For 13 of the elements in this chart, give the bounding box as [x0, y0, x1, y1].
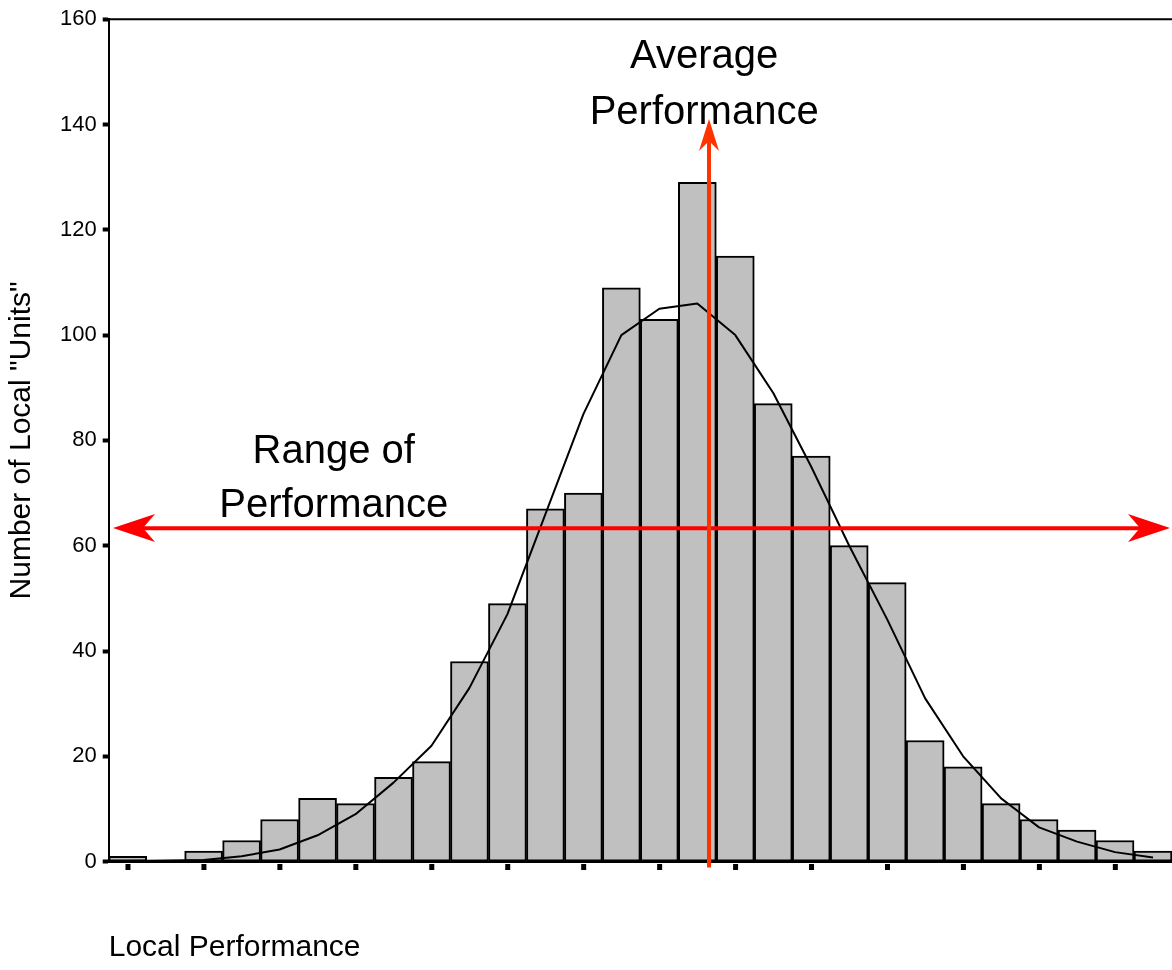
ref-line-label: Range of Performance — [219, 427, 449, 526]
y-axis-title: Number of Local "Units" — [3, 281, 37, 600]
y-tick-label: 40 — [72, 637, 97, 663]
y-tick-label: 160 — [59, 5, 97, 31]
annotation: Average Performance — [589, 32, 819, 133]
y-tick-label: 140 — [59, 110, 97, 136]
y-tick-label: 120 — [59, 215, 97, 241]
y-tick-label: 60 — [72, 531, 97, 557]
y-tick-label: 20 — [72, 742, 97, 768]
y-tick-label: 100 — [59, 321, 97, 347]
y-tick-label: 80 — [72, 426, 97, 452]
y-tick-label: 0 — [84, 847, 97, 873]
x-axis-title: Local Performance — [108, 929, 361, 963]
